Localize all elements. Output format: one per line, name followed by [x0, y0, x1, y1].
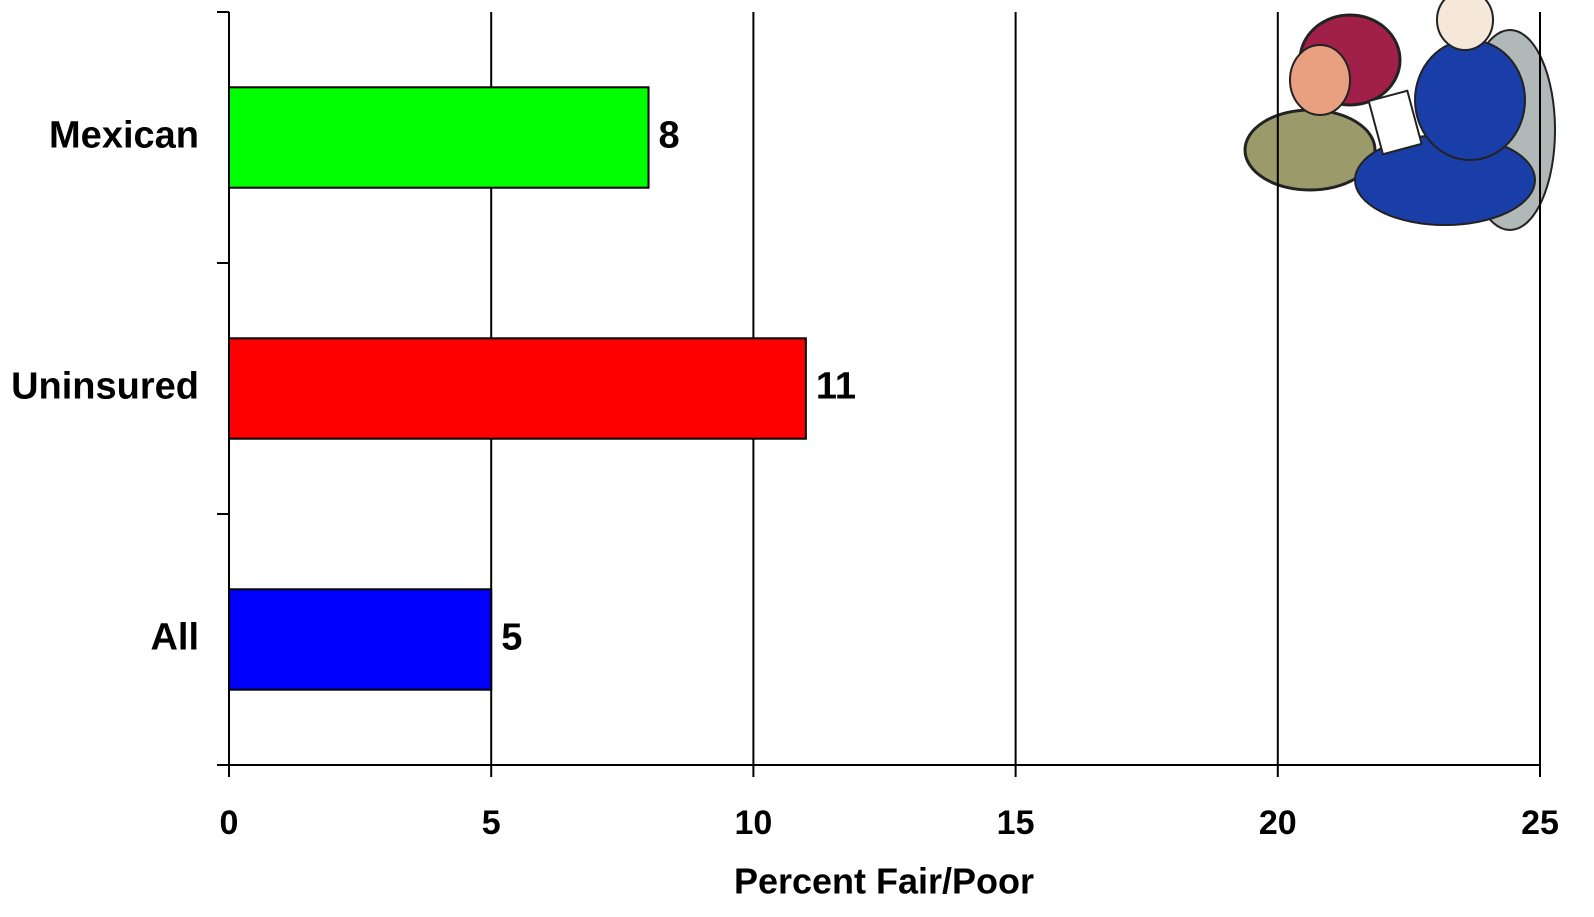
x-axis-label: Percent Fair/Poor — [734, 861, 1034, 902]
x-tick-label: 25 — [1521, 804, 1559, 842]
clipart — [1243, 0, 1556, 231]
y-tick-label: All — [150, 617, 199, 659]
x-tick-label: 0 — [220, 804, 239, 842]
data-label: 11 — [816, 366, 856, 408]
x-tick-label: 10 — [734, 804, 772, 842]
data-label: 8 — [659, 115, 680, 157]
y-tick-label: Uninsured — [11, 366, 199, 408]
data-label: 5 — [501, 617, 522, 659]
bar — [228, 86, 650, 189]
bar — [228, 337, 807, 440]
x-tick-label: 20 — [1259, 804, 1297, 842]
x-tick-label: 5 — [482, 804, 501, 842]
x-tick-label: 15 — [997, 804, 1035, 842]
bar — [228, 588, 493, 691]
y-tick-label: Mexican — [49, 115, 199, 157]
